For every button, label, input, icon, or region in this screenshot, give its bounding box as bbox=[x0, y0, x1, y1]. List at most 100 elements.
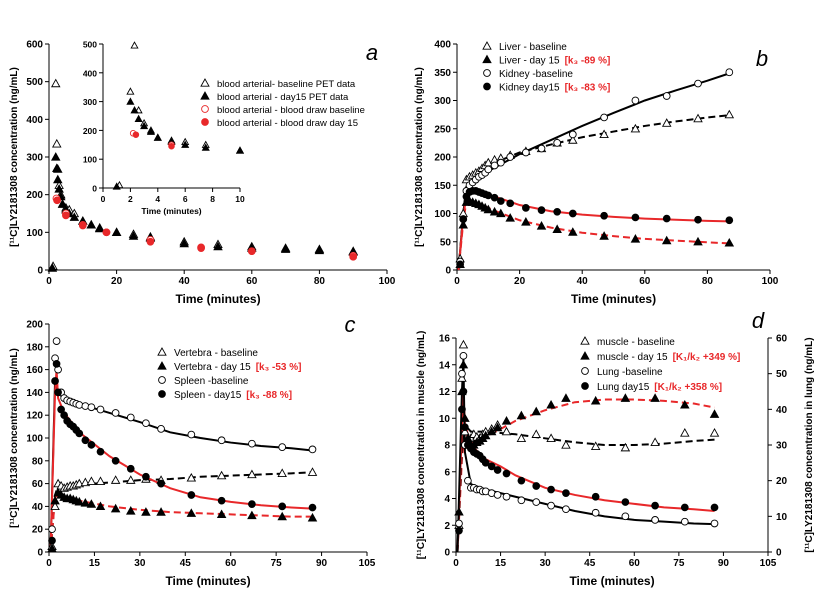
legend: Vertebra - baseline Vertebra - day 15 [k₃ … bbox=[157, 347, 301, 401]
y-tick-label: 60 bbox=[32, 479, 44, 490]
data-point bbox=[709, 409, 720, 418]
data-point bbox=[502, 492, 511, 501]
series-1 bbox=[47, 152, 358, 272]
y-tick-label: 120 bbox=[26, 411, 43, 422]
data-point bbox=[248, 500, 256, 508]
fit-line bbox=[49, 369, 313, 553]
data-point bbox=[650, 437, 660, 446]
legend-marker bbox=[158, 376, 166, 384]
data-point bbox=[130, 106, 139, 114]
x-tick-label: 105 bbox=[359, 558, 376, 569]
data-point bbox=[48, 525, 56, 534]
x-tick-label: 0 bbox=[101, 194, 106, 204]
data-point bbox=[278, 502, 287, 511]
y-tick-label: 10 bbox=[439, 414, 451, 425]
y-tick-label: 100 bbox=[434, 209, 451, 220]
data-point bbox=[62, 211, 70, 220]
legend-label: blood arterial- baseline PET data bbox=[217, 79, 356, 90]
data-point bbox=[141, 507, 151, 516]
data-point bbox=[53, 196, 61, 205]
legend-marker bbox=[482, 41, 492, 50]
legend-label: Vertebra - baseline bbox=[174, 348, 258, 359]
x-axis-title: Time (minutes) bbox=[569, 574, 654, 588]
series-3 bbox=[456, 187, 734, 269]
data-point bbox=[458, 405, 466, 414]
data-point bbox=[546, 399, 556, 409]
y-tick-label: 6 bbox=[444, 467, 450, 478]
x-tick-label: 105 bbox=[760, 558, 777, 569]
y-tick-label: 2 bbox=[444, 521, 450, 532]
panel-c: 0 15 30 45 60 75 90 105 0 20 40 60 80 100 120 140 160 180… bbox=[9, 312, 376, 588]
x-tick-label: 15 bbox=[89, 558, 101, 569]
y-right-tick-label: 0 bbox=[776, 548, 782, 559]
data-point bbox=[248, 439, 256, 448]
y-tick-label: 200 bbox=[26, 190, 43, 201]
data-point bbox=[522, 204, 530, 212]
y-right-tick-label: 60 bbox=[776, 334, 788, 345]
data-point bbox=[532, 498, 541, 506]
data-point bbox=[522, 148, 530, 157]
legend-label: Spleen - day15 bbox=[174, 390, 242, 401]
data-point bbox=[694, 215, 702, 224]
legend-label: muscle - baseline bbox=[597, 337, 675, 348]
data-point bbox=[146, 127, 156, 135]
data-point bbox=[80, 498, 91, 507]
data-point bbox=[651, 501, 659, 510]
data-point bbox=[458, 359, 469, 369]
legend-marker bbox=[201, 105, 209, 113]
data-point bbox=[157, 479, 165, 488]
data-point bbox=[87, 440, 96, 449]
series-3 bbox=[53, 196, 358, 261]
legend-marker bbox=[201, 118, 209, 126]
data-point bbox=[537, 144, 546, 153]
data-point bbox=[591, 508, 600, 517]
y-tick-label: 100 bbox=[26, 228, 43, 239]
y-tick-label: 4 bbox=[444, 494, 450, 505]
data-point bbox=[187, 430, 196, 439]
data-point bbox=[314, 245, 325, 255]
data-point bbox=[47, 543, 57, 553]
data-point bbox=[621, 512, 630, 521]
x-tick-label: 80 bbox=[314, 276, 326, 287]
panel-letter: c bbox=[345, 312, 356, 337]
data-point bbox=[547, 485, 555, 494]
x-tick-label: 90 bbox=[718, 558, 730, 569]
data-point bbox=[52, 138, 62, 148]
data-point bbox=[235, 146, 245, 154]
data-point bbox=[146, 237, 155, 246]
data-point bbox=[277, 511, 287, 521]
data-point bbox=[457, 373, 467, 382]
y-right-tick-label: 10 bbox=[776, 512, 788, 523]
data-point bbox=[130, 41, 139, 49]
data-point bbox=[111, 409, 120, 417]
data-point bbox=[349, 252, 358, 261]
legend-annotation: [K₁/k₂ +358 %] bbox=[654, 382, 722, 393]
data-point bbox=[50, 501, 60, 511]
series-2 bbox=[456, 68, 734, 266]
data-point bbox=[561, 440, 571, 449]
y-tick-label: 8 bbox=[444, 441, 450, 452]
x-tick-label: 8 bbox=[210, 194, 215, 204]
legend-label: blood arterial - blood draw day 15 bbox=[217, 118, 358, 129]
data-point bbox=[620, 393, 631, 402]
data-point bbox=[517, 496, 526, 505]
data-point bbox=[455, 526, 463, 535]
series-3 bbox=[455, 387, 719, 535]
x-axis-title: Time (minutes) bbox=[165, 574, 250, 588]
series-2 bbox=[455, 351, 719, 528]
data-point bbox=[54, 388, 62, 397]
data-point bbox=[460, 426, 470, 436]
data-point bbox=[213, 241, 223, 251]
data-point bbox=[126, 97, 135, 105]
y-axis-title: [¹¹C]LY2181308 concentration in muscle (… bbox=[416, 331, 427, 560]
y-tick-label: 140 bbox=[26, 388, 43, 399]
data-point bbox=[96, 405, 105, 414]
y-tick-label: 50 bbox=[440, 237, 452, 248]
data-point bbox=[247, 510, 257, 520]
legend-marker bbox=[580, 351, 590, 360]
y-tick-label: 200 bbox=[83, 126, 97, 136]
legend-label: Kidney day15 bbox=[499, 83, 560, 94]
axes: 0 15 30 45 60 75 90 105 0 2 4 6 8 10 12 14 16 bbox=[439, 334, 777, 570]
